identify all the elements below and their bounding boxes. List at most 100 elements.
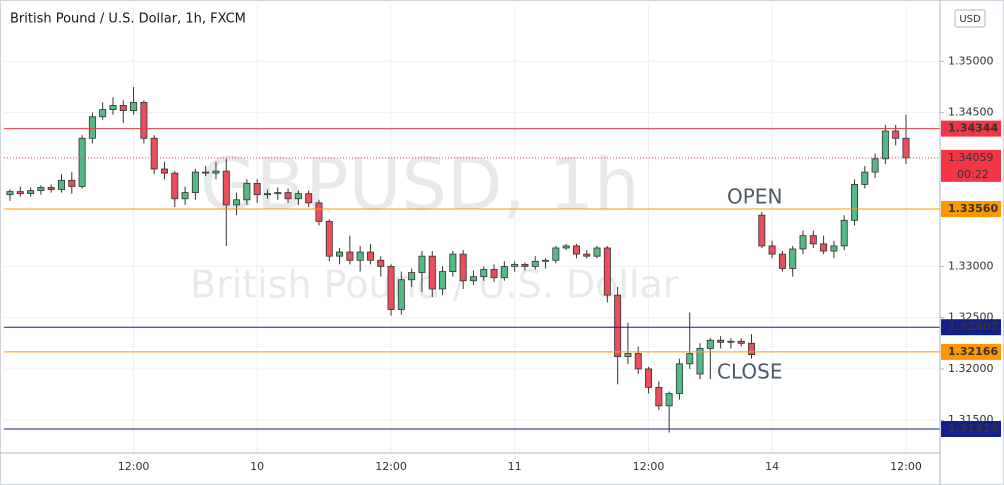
- candle-body: [212, 170, 220, 174]
- candle-body: [99, 109, 107, 118]
- candle-body: [78, 137, 86, 187]
- candle-body: [603, 247, 611, 296]
- candle-body: [408, 272, 416, 281]
- x-tick-label: 12:00: [375, 460, 407, 473]
- candle-body: [428, 255, 436, 290]
- candle-body: [696, 348, 704, 375]
- y-tick-label: 1.34500: [948, 106, 994, 119]
- x-tick-label: 12:00: [890, 460, 922, 473]
- candle-body: [799, 235, 807, 250]
- annotation: OPEN: [727, 185, 782, 209]
- candle-body: [284, 192, 292, 200]
- candle-body: [449, 253, 457, 272]
- candle-body: [366, 251, 374, 261]
- candle-body: [6, 191, 14, 196]
- candle-body: [655, 386, 663, 407]
- candle-body: [315, 202, 323, 222]
- candle-body: [140, 101, 148, 139]
- candle-body: [243, 182, 251, 201]
- candle-body: [748, 342, 756, 355]
- candle-body: [202, 171, 210, 174]
- candle-body: [356, 251, 364, 261]
- candle-body: [500, 266, 508, 279]
- candle-body: [758, 214, 766, 247]
- candle-body: [130, 101, 138, 111]
- candle-body: [572, 245, 580, 255]
- candle-body: [150, 137, 158, 170]
- candle-body: [397, 279, 405, 310]
- candle-body: [881, 130, 889, 160]
- candle-body: [840, 219, 848, 247]
- candle-body: [109, 105, 117, 110]
- annotation: CLOSE: [717, 360, 782, 384]
- candle-body: [263, 193, 271, 196]
- candle-body: [583, 253, 591, 257]
- level-label-box: [941, 120, 1001, 137]
- candle-body: [58, 179, 65, 190]
- candle-body: [16, 191, 24, 195]
- candle-body: [469, 276, 477, 282]
- candle-body: [737, 340, 745, 344]
- candle-body: [830, 245, 838, 252]
- candle-body: [521, 263, 529, 267]
- candle-body: [37, 187, 45, 191]
- candle-body: [418, 255, 426, 273]
- candle-body: [191, 171, 199, 194]
- candle-body: [387, 266, 395, 310]
- candle-body: [871, 158, 879, 173]
- candle-body: [686, 353, 694, 365]
- y-tick-label: 1.32000: [948, 362, 994, 375]
- candle-body: [68, 179, 76, 187]
- candle-body: [88, 116, 96, 139]
- candle-body: [665, 393, 673, 407]
- candle-body: [253, 182, 261, 196]
- candle-body: [274, 192, 282, 195]
- level-label: 1.34344: [948, 122, 998, 135]
- current-price-box: [941, 149, 1001, 182]
- level-label: 1.33560: [948, 202, 998, 215]
- candle-body: [531, 260, 539, 267]
- candle-body: [480, 269, 488, 278]
- level-label: 1.31414: [948, 422, 998, 435]
- candle-body: [593, 247, 601, 257]
- candle-body: [717, 339, 725, 343]
- candle-body: [181, 192, 189, 200]
- candle-body: [325, 220, 333, 257]
- candle-body: [542, 259, 550, 262]
- candle-body: [706, 339, 714, 349]
- x-tick-label: 11: [508, 460, 522, 473]
- current-price-label: 1.34059: [948, 151, 994, 164]
- candle-body: [27, 190, 35, 195]
- candle-body: [294, 193, 302, 200]
- y-tick-label: 1.33000: [948, 259, 994, 272]
- candle-body: [614, 294, 622, 358]
- candle-body: [459, 253, 467, 282]
- level-label-box: [941, 421, 1001, 438]
- y-tick-label: 1.35000: [948, 54, 994, 67]
- candle-body: [171, 172, 179, 200]
- countdown: 00:22: [957, 168, 989, 181]
- level-label: 1.32407: [948, 320, 998, 333]
- candle-body: [861, 171, 869, 185]
- currency: USD: [959, 14, 981, 25]
- candle-body: [511, 263, 519, 267]
- x-tick-label: 10: [250, 460, 264, 473]
- candle-body: [727, 340, 735, 343]
- level-label-box: [941, 343, 1001, 360]
- candle-body: [377, 259, 385, 267]
- candle-body: [552, 247, 560, 261]
- candle-body: [624, 353, 632, 358]
- candle-body: [892, 130, 900, 139]
- candle-body: [47, 187, 55, 190]
- candle-body: [809, 235, 817, 245]
- chart-title: British Pound / U.S. Dollar, 1h, FXCM: [10, 12, 246, 27]
- candle-body: [645, 368, 653, 388]
- candle-body: [119, 105, 127, 111]
- x-tick-label: 14: [765, 460, 779, 473]
- candle-body: [222, 170, 230, 206]
- x-tick-label: 12:00: [118, 460, 150, 473]
- candle-body: [820, 243, 828, 252]
- candle-body: [675, 363, 683, 394]
- candle-body: [768, 245, 776, 255]
